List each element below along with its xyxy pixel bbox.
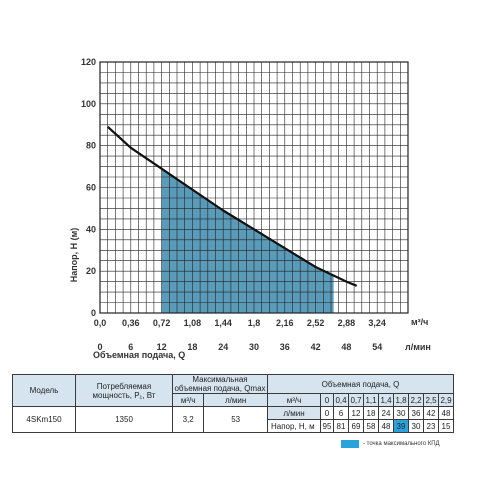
y-tick-label: 40 xyxy=(86,224,96,234)
table-q-lmin: 18 xyxy=(363,406,379,420)
x-tick-label-m3h: 2,88 xyxy=(338,318,356,328)
x-tick-label-m3h: 0,0 xyxy=(94,318,107,328)
table-q-m3h: 2,5 xyxy=(423,393,439,407)
table-head-value: 48 xyxy=(378,419,394,433)
x-unit-bottom: л/мин xyxy=(405,342,431,352)
legend-swatch xyxy=(341,440,359,448)
table-head-model: Модель xyxy=(12,374,76,407)
table-qmax-lmin: 53 xyxy=(203,406,268,433)
table-head-qmax-m3h: м³/ч xyxy=(171,393,205,407)
x-tick-label-lmin: 48 xyxy=(341,342,351,352)
table-head-qmax-lmin: л/мин xyxy=(203,393,268,407)
table-head-q: Объемная подача, Q xyxy=(267,374,454,394)
legend: - точка максимального КПД xyxy=(341,440,440,448)
table-q-m3h: 1,1 xyxy=(363,393,379,407)
x-tick-label-m3h: 1,44 xyxy=(214,318,232,328)
table-q-unit-lmin: л/мин xyxy=(267,406,321,420)
table-head-value: 81 xyxy=(333,419,349,433)
table-model: 4SKm150 xyxy=(12,406,76,433)
x-tick-label-lmin: 6 xyxy=(128,342,133,352)
tick-layer: 0,0 0,36 0,72 1,08 1,44 1,8 2,16 2,52 2,88 3,24 0 6… xyxy=(81,57,386,352)
x-tick-label-m3h: 2,16 xyxy=(276,318,294,328)
table-q-lmin: 36 xyxy=(408,406,424,420)
x-tick-label-lmin: 12 xyxy=(157,342,167,352)
table-q-unit-m3h: м³/ч xyxy=(267,393,321,407)
y-tick-label: 100 xyxy=(81,99,96,109)
table-q-lmin: 42 xyxy=(423,406,439,420)
table-head-row-label: Напор, Н, м xyxy=(267,419,321,433)
x-axis-label: Объемная подача, Q xyxy=(93,350,185,360)
performance-curve xyxy=(106,125,358,287)
x-tick-label-m3h: 3,24 xyxy=(368,318,386,328)
x-tick-label-lmin: 24 xyxy=(218,342,228,352)
table-q-m3h: 2,9 xyxy=(438,393,454,407)
y-tick-label: 60 xyxy=(86,183,96,193)
x-tick-label-lmin: 42 xyxy=(311,342,321,352)
table-head-qmax: Максимальная объемная подача, Qmax xyxy=(172,374,268,394)
x-tick-label-m3h: 0,36 xyxy=(122,318,140,328)
table-q-lmin: 0 xyxy=(320,406,334,420)
table-power: 1350 xyxy=(75,406,173,433)
table-head-value: 69 xyxy=(348,419,364,433)
efficiency-zone xyxy=(161,168,334,313)
x-tick-label-m3h: 2,52 xyxy=(307,318,325,328)
table-q-lmin: 30 xyxy=(393,406,409,420)
x-tick-label-m3h: 0,72 xyxy=(153,318,171,328)
table-qmax-m3h: 3,2 xyxy=(171,406,205,433)
pump-performance-chart: 0,0 0,36 0,72 1,08 1,44 1,8 2,16 2,52 2,88 3,24 0 6… xyxy=(69,57,431,360)
table-q-lmin: 24 xyxy=(378,406,394,420)
spec-table: Модель Потребляемая мощность, P₁, Вт Мак… xyxy=(12,374,454,433)
table-head-value: 39 xyxy=(393,419,409,433)
curve-layer xyxy=(106,125,358,287)
table-q-lmin: 12 xyxy=(348,406,364,420)
x-tick-label-lmin: 30 xyxy=(249,342,259,352)
table-head-value: 15 xyxy=(438,419,454,433)
grid-layer xyxy=(99,61,409,314)
x-tick-label-lmin: 36 xyxy=(280,342,290,352)
y-tick-label: 0 xyxy=(91,308,96,318)
table-q-lmin: 48 xyxy=(438,406,454,420)
x-tick-label-lmin: 18 xyxy=(187,342,197,352)
x-tick-label-lmin: 54 xyxy=(372,342,382,352)
x-tick-label-lmin: 0 xyxy=(97,342,102,352)
y-axis-label: Напор, H (м) xyxy=(69,228,79,283)
plot-frame xyxy=(99,61,409,314)
table-q-lmin: 6 xyxy=(333,406,349,420)
x-unit-top: м³/ч xyxy=(411,317,428,327)
efficiency-zone-layer xyxy=(161,168,334,313)
table-q-m3h: 0,7 xyxy=(348,393,364,407)
table-q-m3h: 2,2 xyxy=(408,393,424,407)
table-q-m3h: 0 xyxy=(320,393,334,407)
y-tick-label: 20 xyxy=(86,266,96,276)
table-head-power: Потребляемая мощность, P₁, Вт xyxy=(75,374,173,407)
y-tick-label: 120 xyxy=(81,57,96,67)
x-tick-label-m3h: 1,08 xyxy=(184,318,202,328)
table-head-value: 23 xyxy=(423,419,439,433)
table-q-m3h: 1,4 xyxy=(378,393,394,407)
table-head-value: 58 xyxy=(363,419,379,433)
x-tick-label-m3h: 1,8 xyxy=(248,318,261,328)
table-q-m3h: 0,4 xyxy=(333,393,349,407)
legend-text: - точка максимального КПД xyxy=(363,441,440,447)
y-tick-label: 80 xyxy=(86,141,96,151)
table-q-m3h: 1,8 xyxy=(393,393,409,407)
table-head-value: 30 xyxy=(408,419,424,433)
table-head-value: 95 xyxy=(320,419,334,433)
